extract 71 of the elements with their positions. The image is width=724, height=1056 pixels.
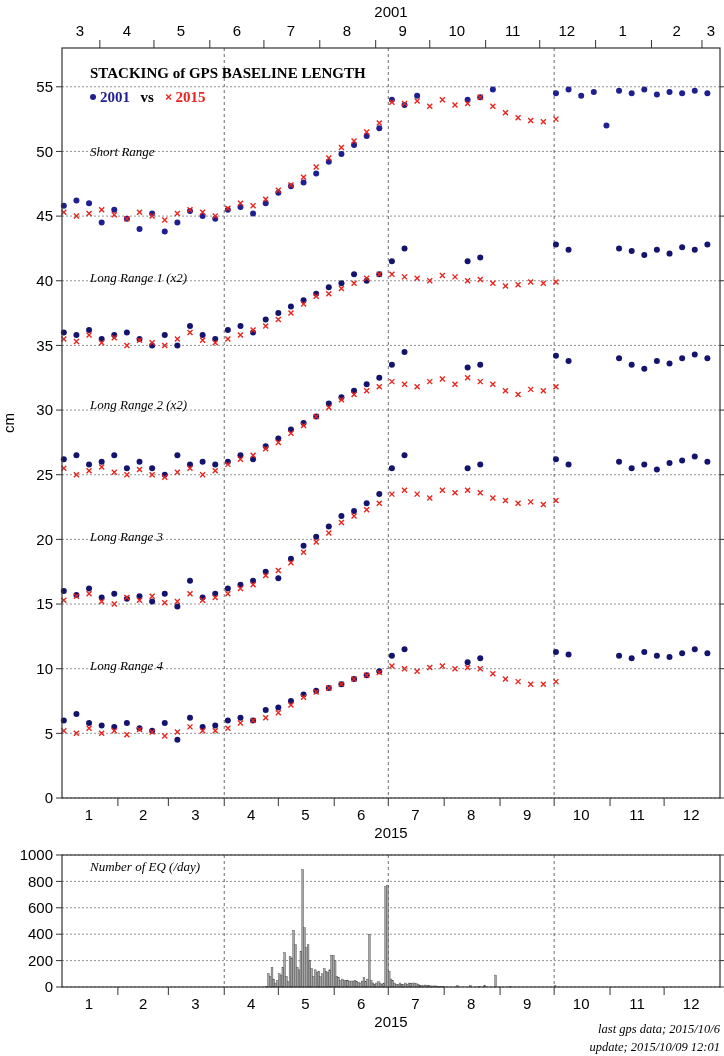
- x2-tick-label: 9: [398, 22, 407, 39]
- x2-tick-label: 2: [672, 22, 681, 39]
- x-tick-label: 8: [467, 995, 476, 1012]
- x-tick-label: 12: [682, 806, 700, 823]
- x-tick-label: 9: [522, 806, 532, 823]
- x2-tick-label: 12: [558, 22, 576, 39]
- y-tick-label: 20: [36, 530, 53, 548]
- x-tick-label: 5: [301, 806, 310, 823]
- x-tick-label: 10: [572, 995, 590, 1012]
- x-tick-label: 12: [682, 995, 700, 1012]
- x-tick-label: 4: [247, 995, 256, 1012]
- x2-axis-title: 2001: [374, 3, 408, 20]
- x2-tick-label: 11: [504, 22, 521, 39]
- x-tick-label: 3: [191, 806, 200, 823]
- x2-tick-label: 3: [706, 22, 716, 39]
- x2-tick-label: 1: [618, 22, 627, 39]
- y-tick-label: 400: [27, 925, 53, 943]
- x-tick-label: 5: [301, 995, 310, 1012]
- x-tick-label: 7: [411, 995, 420, 1012]
- x2-tick-label: 10: [448, 22, 466, 39]
- x-tick-label: 2: [138, 806, 148, 823]
- x-tick-label: 4: [247, 806, 256, 823]
- x-tick-label: 11: [629, 995, 645, 1012]
- legend-label: 2001: [100, 89, 130, 105]
- x2-tick-label: 6: [232, 22, 242, 39]
- y-tick-label: 200: [27, 951, 53, 969]
- y-tick-label: 30: [36, 401, 53, 419]
- y-tick-label: 50: [36, 142, 53, 160]
- chart-title: Number of EQ (/day): [89, 859, 201, 874]
- x2-tick-label: 5: [176, 22, 186, 39]
- x-tick-label: 1: [84, 995, 94, 1012]
- y-tick-label: 55: [36, 78, 53, 96]
- y-tick-label: 0: [44, 789, 53, 807]
- text: update; 2015/10/09 12:01: [589, 1040, 720, 1054]
- y-tick-label: 600: [27, 899, 53, 917]
- y-tick-label: 0: [44, 978, 53, 996]
- y-tick-label: 45: [36, 207, 53, 225]
- annotation: Long Range 4: [89, 658, 164, 674]
- y-tick-label: 25: [36, 465, 53, 483]
- x-tick-label: 6: [357, 995, 366, 1012]
- y-tick-label: 800: [27, 872, 53, 890]
- x-tick-label: 9: [522, 995, 532, 1012]
- x-tick-label: 6: [357, 806, 366, 823]
- y-tick-label: 5: [44, 724, 53, 742]
- y-tick-label: 10: [36, 659, 53, 677]
- y-tick-label: 15: [36, 595, 53, 613]
- x-tick-label: 7: [411, 806, 420, 823]
- x2-tick-label: 4: [122, 22, 132, 39]
- x-tick-label: 8: [467, 806, 476, 823]
- x-tick-label: 1: [84, 806, 94, 823]
- annotation: Short Range: [90, 143, 155, 159]
- x-tick-label: 2: [138, 995, 148, 1012]
- text: STACKING of GPS BASELINE LENGTH: [90, 65, 366, 81]
- annotation: Long Range 1 (x2): [89, 270, 188, 286]
- x-axis-title: 2015: [374, 1013, 408, 1030]
- legend-label: 2015: [175, 89, 206, 105]
- x-tick-label: 11: [629, 806, 645, 823]
- text: last gps data; 2015/10/6: [598, 1022, 721, 1036]
- annotation: Long Range 3: [89, 529, 164, 545]
- x-tick-label: 3: [191, 995, 200, 1012]
- y-tick-label: 1000: [19, 846, 53, 864]
- x2-tick-label: 3: [75, 22, 85, 39]
- y-axis-title: cm: [0, 413, 17, 433]
- annotation: Long Range 2 (x2): [89, 397, 188, 413]
- y-tick-label: 40: [36, 272, 53, 290]
- x-axis-title: 2015: [374, 824, 408, 841]
- x2-tick-label: 8: [342, 22, 351, 39]
- x-tick-label: 10: [572, 806, 590, 823]
- y-tick-label: 35: [36, 336, 53, 354]
- x2-tick-label: 7: [286, 22, 296, 39]
- annotation: vs: [140, 89, 154, 105]
